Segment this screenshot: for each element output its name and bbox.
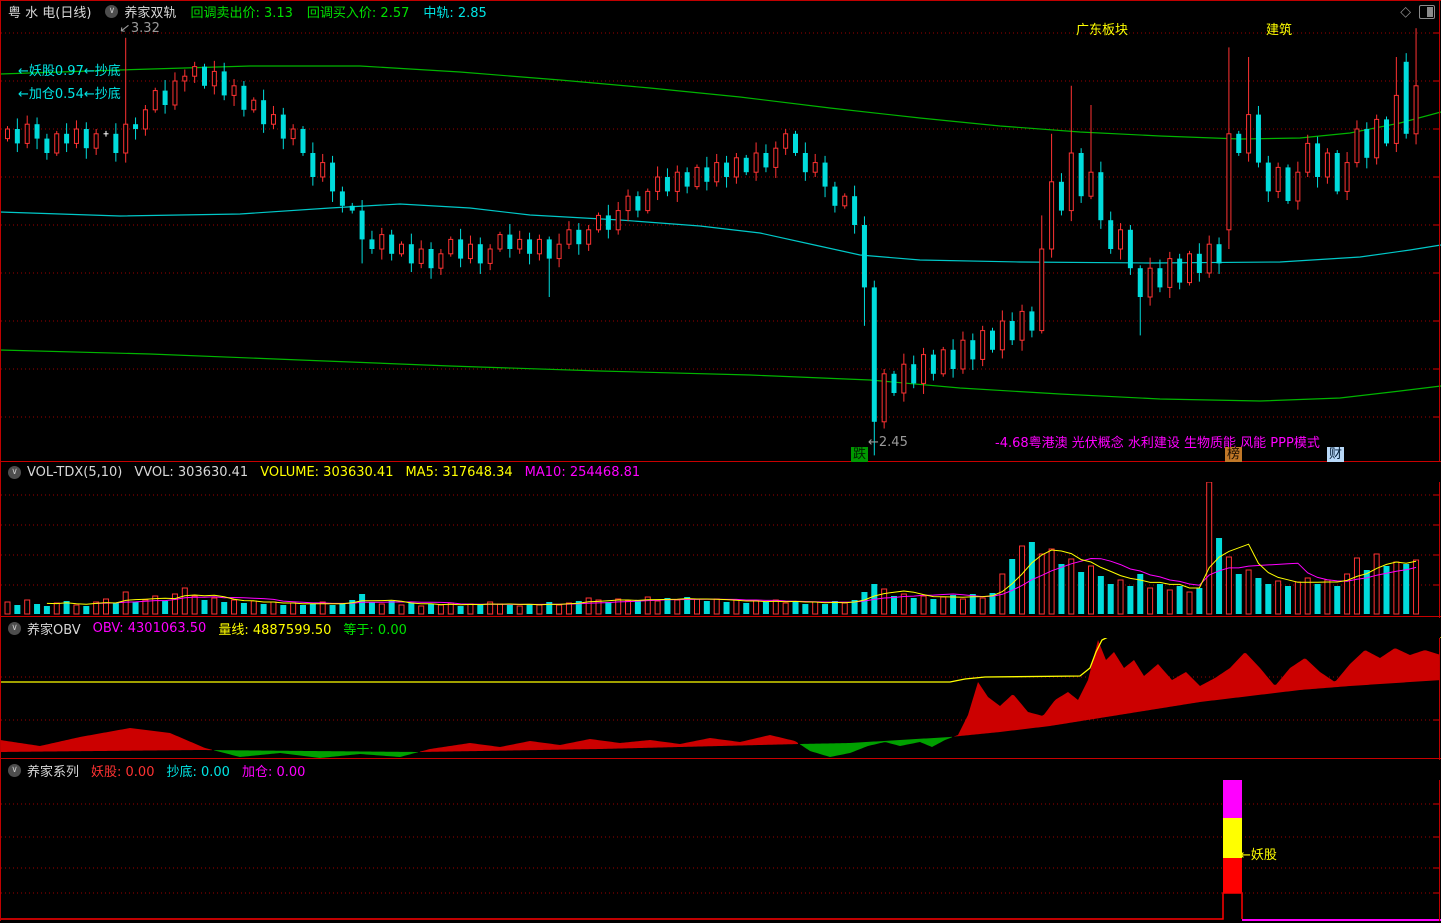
sector-label-jianzhu: 建筑 [1266, 23, 1293, 38]
high-price-label: 3.32 [130, 21, 160, 36]
mid-rail-value: 中轨: 2.85 [423, 6, 487, 21]
top-border [0, 0, 1441, 1]
volume-value: VOLUME: 303630.41 [260, 464, 394, 480]
news-ticker-text: -4.68粤港澳 光伏概念 水利建设 生物质能 风能 PPP模式 [995, 436, 1320, 451]
yaogu-chaodi-note: ←妖股0.97←抄底 [18, 64, 121, 79]
top-bar: 粤 水 电(日线) ∨ 养家双轨 回调卖出价: 3.13 回调买入价: 2.57… [0, 1, 1441, 22]
topbar-icons: ◇ [1400, 3, 1441, 20]
sell-price-value: 回调卖出价: 3.13 [190, 6, 293, 21]
jiacang-value: 加仓: 0.00 [241, 764, 306, 780]
right-axis-border [1439, 0, 1440, 921]
high-price-annotation: ←3.32 [116, 19, 160, 38]
volume-chart[interactable] [0, 482, 1441, 616]
volume-indicator-name[interactable]: VOL-TDX(5,10) [27, 464, 123, 480]
yaogu-value: 妖股: 0.00 [91, 764, 155, 780]
separator-main-vol[interactable] [0, 461, 1441, 462]
vol-ma10-value: MA10: 254468.81 [524, 464, 641, 480]
main-indicator-name[interactable]: 养家双轨 [124, 6, 177, 21]
obv-indicator-name[interactable]: 养家OBV [27, 622, 81, 638]
vvol-value: VVOL: 303630.41 [134, 464, 249, 480]
jiacang-chaodi-note: ←加仓0.54←抄底 [18, 87, 121, 102]
low-price-annotation: ←2.45 [868, 435, 908, 450]
obv-chart[interactable] [0, 637, 1441, 758]
series-indicator-name[interactable]: 养家系列 [27, 764, 80, 780]
obv-collapse-icon[interactable]: ∨ [8, 621, 21, 635]
volume-collapse-icon[interactable]: ∨ [8, 465, 21, 479]
diamond-icon[interactable]: ◇ [1400, 3, 1411, 20]
buy-price-value: 回调买入价: 2.57 [306, 6, 410, 21]
separator-vol-obv[interactable] [0, 616, 1441, 617]
obv-value: OBV: 4301063.50 [92, 620, 207, 636]
series-panel-header: ∨ 养家系列 妖股: 0.00 抄底: 0.00 加仓: 0.00 [1, 760, 1440, 780]
panel-layout-icon[interactable] [1419, 4, 1435, 19]
fall-badge: 跌 [851, 447, 869, 462]
series-indicator-chart[interactable] [0, 779, 1441, 921]
vol-ma5-value: MA5: 317648.34 [405, 464, 513, 480]
left-border [0, 0, 1, 921]
bang-badge[interactable]: 榜 [1225, 447, 1243, 462]
main-candlestick-chart[interactable] [0, 22, 1441, 461]
sector-label-guangdong: 广东板块 [1076, 23, 1129, 38]
cai-badge[interactable]: 财 [1327, 447, 1345, 462]
yaogu-marker-label: ←妖股 [1240, 848, 1277, 863]
separator-obv-ser[interactable] [0, 758, 1441, 759]
stock-title: 粤 水 电(日线) [8, 6, 92, 21]
volume-panel-header: ∨ VOL-TDX(5,10) VVOL: 303630.41 VOLUME: … [1, 462, 1440, 482]
chaodi-value: 抄底: 0.00 [166, 764, 230, 780]
obv-panel-header: ∨ 养家OBV OBV: 4301063.50 量线: 4887599.50 等… [1, 618, 1440, 638]
series-collapse-icon[interactable]: ∨ [8, 763, 21, 777]
indicator-collapse-icon[interactable]: ∨ [105, 5, 119, 18]
liangxian-value: 量线: 4887599.50 [218, 622, 332, 638]
dengyu-value: 等于: 0.00 [343, 622, 407, 638]
